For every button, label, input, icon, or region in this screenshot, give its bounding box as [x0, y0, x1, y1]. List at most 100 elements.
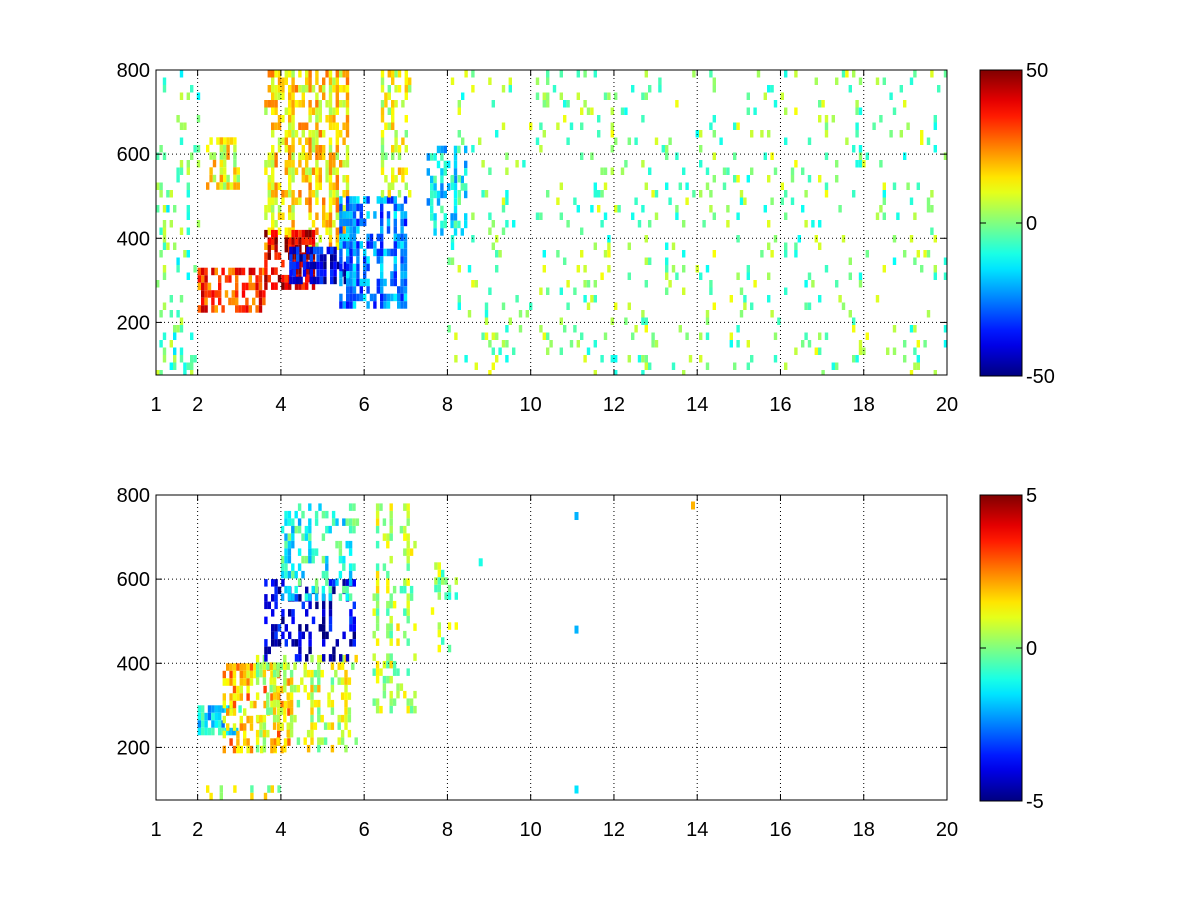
heatmap-cell	[267, 601, 271, 610]
heatmap-cell	[794, 347, 798, 355]
heatmap-cell	[824, 332, 829, 340]
heatmap-cell	[322, 92, 326, 100]
heatmap-cell	[219, 159, 223, 168]
heatmap-cell	[784, 70, 788, 78]
heatmap-cell	[903, 340, 907, 348]
heatmap-cell	[280, 700, 284, 709]
heatmap-cell	[308, 631, 312, 640]
heatmap-cell	[325, 525, 329, 534]
heatmap-cell	[356, 218, 360, 227]
heatmap-cell	[409, 705, 414, 714]
heatmap-cell	[397, 286, 401, 294]
heatmap-cell	[323, 261, 327, 270]
heatmap-cell	[389, 698, 393, 706]
heatmap-cell	[222, 730, 226, 739]
heatmap-cell	[923, 250, 927, 258]
heatmap-cell	[400, 256, 404, 264]
heatmap-cell	[760, 250, 764, 258]
heatmap-cell	[865, 152, 869, 160]
heatmap-cell	[559, 70, 563, 78]
heatmap-cell	[325, 578, 329, 586]
heatmap-cell	[406, 698, 410, 706]
heatmap-cell	[294, 525, 298, 534]
heatmap-cell	[197, 282, 201, 291]
y-tick-label: 800	[117, 485, 150, 507]
heatmap-cell	[310, 654, 314, 663]
heatmap-cell	[384, 92, 388, 100]
x-tick-label: 2	[192, 819, 203, 841]
heatmap-cell	[274, 160, 278, 168]
heatmap-cell	[433, 153, 437, 161]
heatmap-cell	[386, 540, 390, 549]
heatmap-cell	[287, 510, 292, 519]
heatmap-cell	[179, 92, 184, 100]
heatmap-cell	[583, 265, 587, 273]
heatmap-cell	[277, 685, 281, 694]
heatmap-cell	[287, 678, 291, 686]
heatmap-cell	[308, 518, 312, 526]
x-tick-label: 12	[603, 819, 625, 841]
heatmap-cell	[288, 237, 292, 245]
heatmap-cell	[539, 122, 543, 130]
heatmap-cell	[580, 250, 584, 258]
heatmap-cell	[906, 182, 910, 190]
heatmap-cell	[349, 639, 353, 647]
heatmap-cell	[293, 684, 297, 693]
heatmap-cell	[413, 690, 417, 699]
heatmap-cell	[335, 107, 339, 115]
heatmap-cell	[801, 205, 805, 213]
heatmap-cell	[283, 684, 287, 693]
heatmap-cell	[288, 100, 292, 108]
heatmap-cell	[253, 663, 257, 671]
heatmap-cell	[356, 263, 360, 272]
heatmap-cell	[311, 282, 316, 290]
heatmap-cell	[271, 167, 275, 175]
heatmap-cell	[393, 293, 397, 302]
heatmap-cell	[245, 305, 249, 313]
heatmap-cell	[440, 168, 444, 176]
heatmap-cell	[858, 340, 863, 348]
heatmap-cell	[229, 738, 233, 746]
heatmap-cell	[246, 738, 250, 746]
heatmap-cell	[784, 107, 788, 115]
heatmap-cell	[315, 212, 319, 220]
heatmap-cell	[277, 274, 282, 283]
heatmap-cell	[318, 145, 322, 153]
heatmap-cell	[310, 737, 314, 745]
heatmap-cell	[824, 152, 829, 160]
heatmap-cell	[281, 259, 285, 268]
heatmap-cell	[546, 332, 550, 340]
heatmap-cell	[440, 153, 444, 161]
heatmap-cell	[444, 577, 448, 585]
heatmap-cell	[332, 107, 336, 115]
heatmap-cell	[392, 668, 397, 676]
heatmap-cell	[770, 197, 774, 205]
heatmap-cell	[535, 137, 540, 145]
heatmap-cell	[271, 160, 275, 168]
heatmap-cell	[322, 631, 326, 640]
heatmap-cell	[288, 167, 292, 175]
heatmap-cell	[593, 182, 597, 190]
heatmap-cell	[356, 256, 360, 264]
heatmap-cell	[219, 167, 223, 175]
heatmap-cell	[736, 122, 740, 130]
heatmap-cell	[271, 237, 275, 245]
heatmap-cell	[264, 107, 268, 115]
heatmap-cell	[344, 722, 348, 730]
heatmap-cell	[309, 269, 313, 277]
heatmap-cell	[648, 85, 652, 93]
heatmap-cell	[933, 370, 937, 375]
heatmap-cell	[229, 663, 233, 671]
heatmap-cell	[235, 290, 239, 298]
heatmap-cell	[383, 293, 387, 302]
heatmap-cell	[328, 137, 333, 145]
heatmap-cell	[288, 282, 292, 290]
heatmap-cell	[305, 586, 309, 595]
heatmap-cell	[685, 182, 689, 190]
heatmap-cell	[569, 340, 574, 348]
heatmap-cell	[264, 654, 268, 662]
heatmap-cell	[298, 160, 302, 168]
heatmap-cell	[288, 190, 292, 198]
heatmap-cell	[394, 130, 398, 138]
heatmap-cell	[746, 92, 750, 100]
